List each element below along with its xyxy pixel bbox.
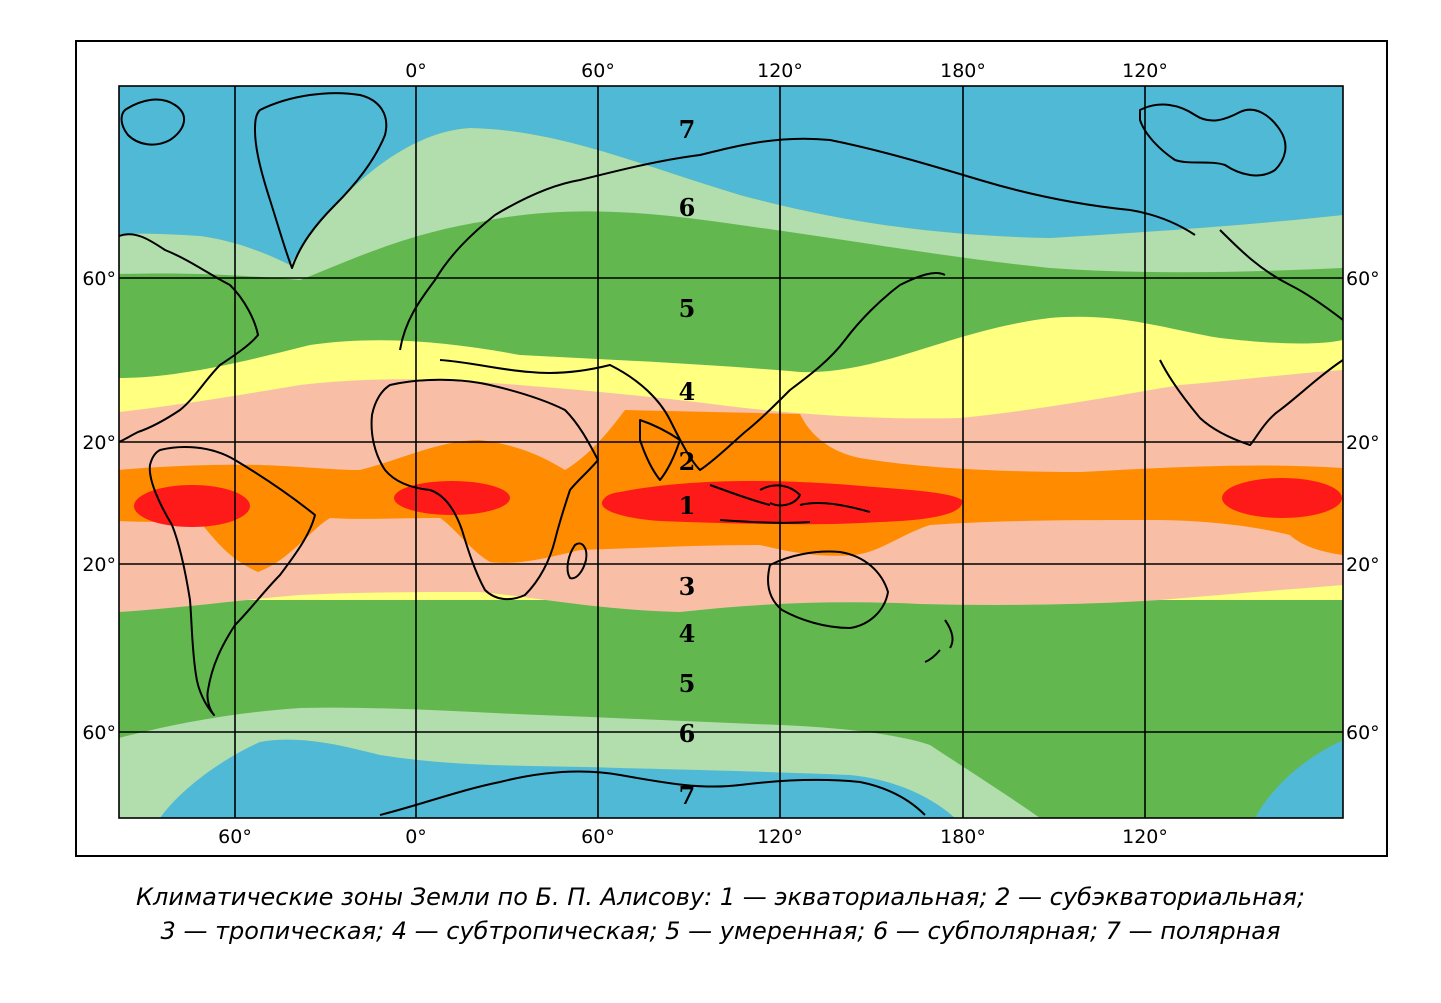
- zone-number-label: 1: [679, 491, 696, 520]
- left-latitude-label: 60°: [82, 268, 116, 290]
- equatorial-zone-central-america: [1222, 478, 1342, 518]
- madagascar-outline: [566, 542, 588, 580]
- left-latitude-labels: 60° 20° 20° 60°: [82, 268, 116, 744]
- equatorial-zone-south-america: [134, 485, 250, 527]
- left-latitude-label: 60°: [82, 722, 116, 744]
- map-caption: Климатические зоны Земли по Б. П. Алисов…: [0, 880, 1441, 948]
- subpolar-zone-north: [119, 128, 1343, 280]
- right-latitude-label: 60°: [1346, 722, 1380, 744]
- bottom-longitude-label: 180°: [940, 826, 986, 848]
- climate-zone-bands: [119, 86, 1343, 818]
- top-longitude-label: 180°: [940, 60, 986, 82]
- arctic-islands-west-outline: [120, 98, 185, 146]
- right-latitude-labels: 60° 20° 20° 60°: [1346, 268, 1380, 744]
- map-border: [118, 85, 1344, 819]
- zone-number-label: 7: [679, 781, 696, 810]
- south-america-outline: [148, 446, 316, 716]
- top-longitude-label: 120°: [1122, 60, 1168, 82]
- top-longitude-label: 120°: [757, 60, 803, 82]
- north-america-east-outline: [1159, 229, 1343, 446]
- polar-zone-south-pacific: [1255, 740, 1343, 818]
- zone-number-label: 7: [679, 115, 696, 144]
- continent-outlines: [119, 92, 1343, 816]
- bottom-longitude-label: 60°: [218, 826, 252, 848]
- bottom-longitude-labels: 60° 0° 60° 120° 180° 120°: [218, 826, 1168, 848]
- top-longitude-label: 0°: [405, 60, 427, 82]
- zone-number-label: 3: [679, 572, 696, 601]
- zone-number-label: 2: [679, 447, 696, 476]
- polar-zone-south: [160, 739, 955, 818]
- left-latitude-label: 20°: [82, 554, 116, 576]
- caption-line-2: 3 — тропическая; 4 — субтропическая; 5 —…: [160, 917, 1281, 945]
- polar-zone-north: [119, 86, 1343, 265]
- top-longitude-label: 60°: [581, 60, 615, 82]
- zone-number-label: 6: [679, 719, 696, 748]
- zone-number-label: 4: [679, 377, 696, 406]
- graticule: [119, 86, 1343, 818]
- bottom-longitude-label: 0°: [405, 826, 427, 848]
- indonesia-outline: [709, 484, 871, 524]
- right-latitude-label: 60°: [1346, 268, 1380, 290]
- zone-number-labels: 7 6 5 4 2 1 3 4 5 6 7: [679, 115, 696, 810]
- bottom-longitude-label: 60°: [581, 826, 615, 848]
- top-longitude-labels: 0° 60° 120° 180° 120°: [405, 60, 1168, 82]
- zone-number-label: 5: [679, 294, 696, 323]
- zone-number-label: 5: [679, 669, 696, 698]
- zone-number-label: 6: [679, 193, 696, 222]
- zone-number-label: 4: [679, 619, 696, 648]
- india-outline: [639, 419, 681, 481]
- eurasia-outline: [399, 137, 1196, 471]
- africa-outline: [370, 378, 599, 601]
- right-latitude-label: 20°: [1346, 432, 1380, 454]
- north-america-outline: [119, 233, 259, 443]
- antarctica-outline: [379, 770, 926, 816]
- left-latitude-label: 20°: [82, 432, 116, 454]
- caption-line-1: Климатические зоны Земли по Б. П. Алисов…: [135, 883, 1305, 911]
- right-latitude-label: 20°: [1346, 554, 1380, 576]
- arctic-islands-outline: [1139, 103, 1287, 177]
- greenland-outline: [254, 92, 388, 269]
- new-zealand-outline: [924, 619, 954, 663]
- equatorial-zone-asia: [601, 480, 963, 525]
- bottom-longitude-label: 120°: [757, 826, 803, 848]
- australia-outline: [767, 550, 889, 629]
- bottom-longitude-label: 120°: [1122, 826, 1168, 848]
